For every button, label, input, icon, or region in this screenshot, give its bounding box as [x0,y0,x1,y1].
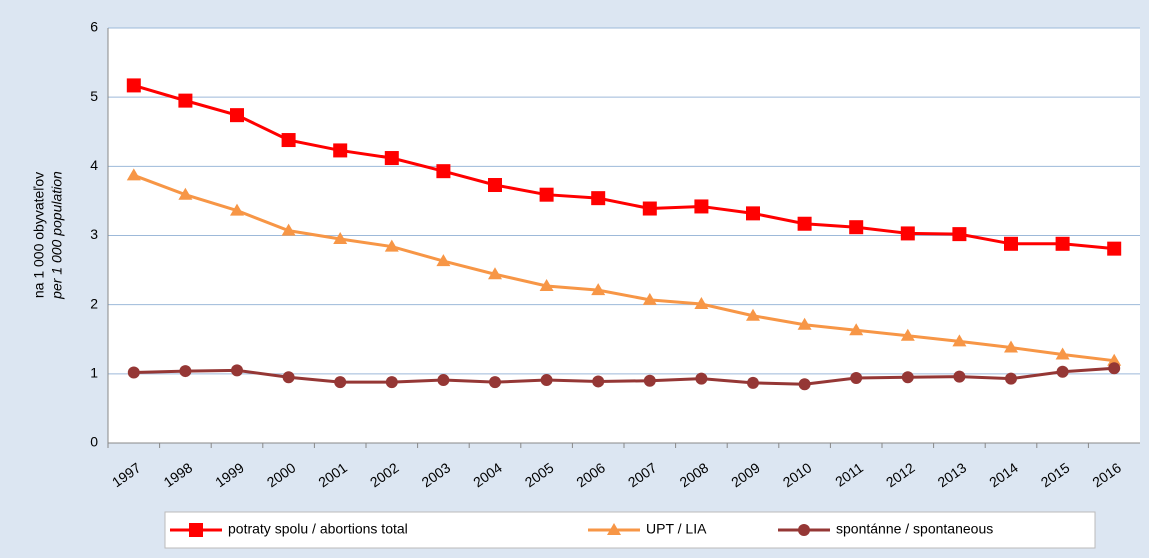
marker [797,216,812,231]
y-tick-label: 5 [90,88,98,104]
marker [900,226,915,241]
legend-label: UPT / LIA [646,521,707,537]
y-tick-label: 6 [90,19,98,35]
marker [642,292,657,305]
marker [282,371,295,384]
marker [539,278,554,291]
marker [850,371,863,384]
marker [384,239,399,252]
marker [695,372,708,385]
marker [179,365,192,378]
marker [1055,236,1070,251]
marker [953,370,966,383]
marker [178,93,193,108]
marker [746,308,760,321]
marker [1056,365,1069,378]
marker [384,151,399,166]
marker [746,206,760,221]
marker [798,524,810,536]
marker [952,227,967,242]
marker [540,374,553,387]
y-tick-label: 1 [90,365,98,381]
marker [334,376,347,389]
legend-label: potraty spolu / abortions total [228,521,408,537]
marker [849,323,864,336]
marker [127,366,140,379]
marker [952,334,967,347]
y-tick-label: 2 [90,295,98,311]
marker [797,317,812,330]
y-tick-label: 4 [90,157,98,173]
y-tick-label: 3 [90,226,98,242]
marker [333,143,348,158]
marker [1107,241,1122,256]
marker [1004,236,1018,251]
marker [231,364,243,377]
marker [591,191,606,206]
marker [798,378,811,391]
marker [592,375,605,388]
marker [437,374,450,387]
marker [642,201,657,216]
marker [281,133,296,148]
marker [1004,340,1018,353]
y-axis-label: na 1 000 obyvateľov [31,172,47,298]
marker [436,164,451,179]
y-axis-label: per 1 000 population [49,171,65,300]
marker [488,267,502,280]
marker [607,523,621,535]
marker [539,187,554,202]
series-line [133,173,1115,363]
marker [849,220,864,235]
marker [436,254,451,267]
marker [1108,362,1121,375]
marker [489,376,501,389]
legend-label: spontánne / spontaneous [836,521,993,537]
marker [230,203,244,216]
series-line [133,366,1115,386]
marker [178,187,193,200]
marker [1055,347,1070,360]
marker [643,374,656,387]
marker [901,371,914,384]
marker [230,108,244,123]
marker [126,78,141,93]
marker [189,523,203,537]
marker [281,223,296,236]
marker [1005,372,1017,385]
marker [900,328,915,341]
marker [747,376,759,389]
marker [488,178,502,193]
marker [126,168,141,181]
marker [333,231,348,244]
legend-box [164,511,1096,549]
y-tick-label: 0 [90,434,98,450]
marker [385,376,398,389]
marker [591,283,606,296]
marker [694,296,709,309]
marker [694,199,709,214]
marker [1107,353,1122,366]
series-line [133,83,1115,251]
